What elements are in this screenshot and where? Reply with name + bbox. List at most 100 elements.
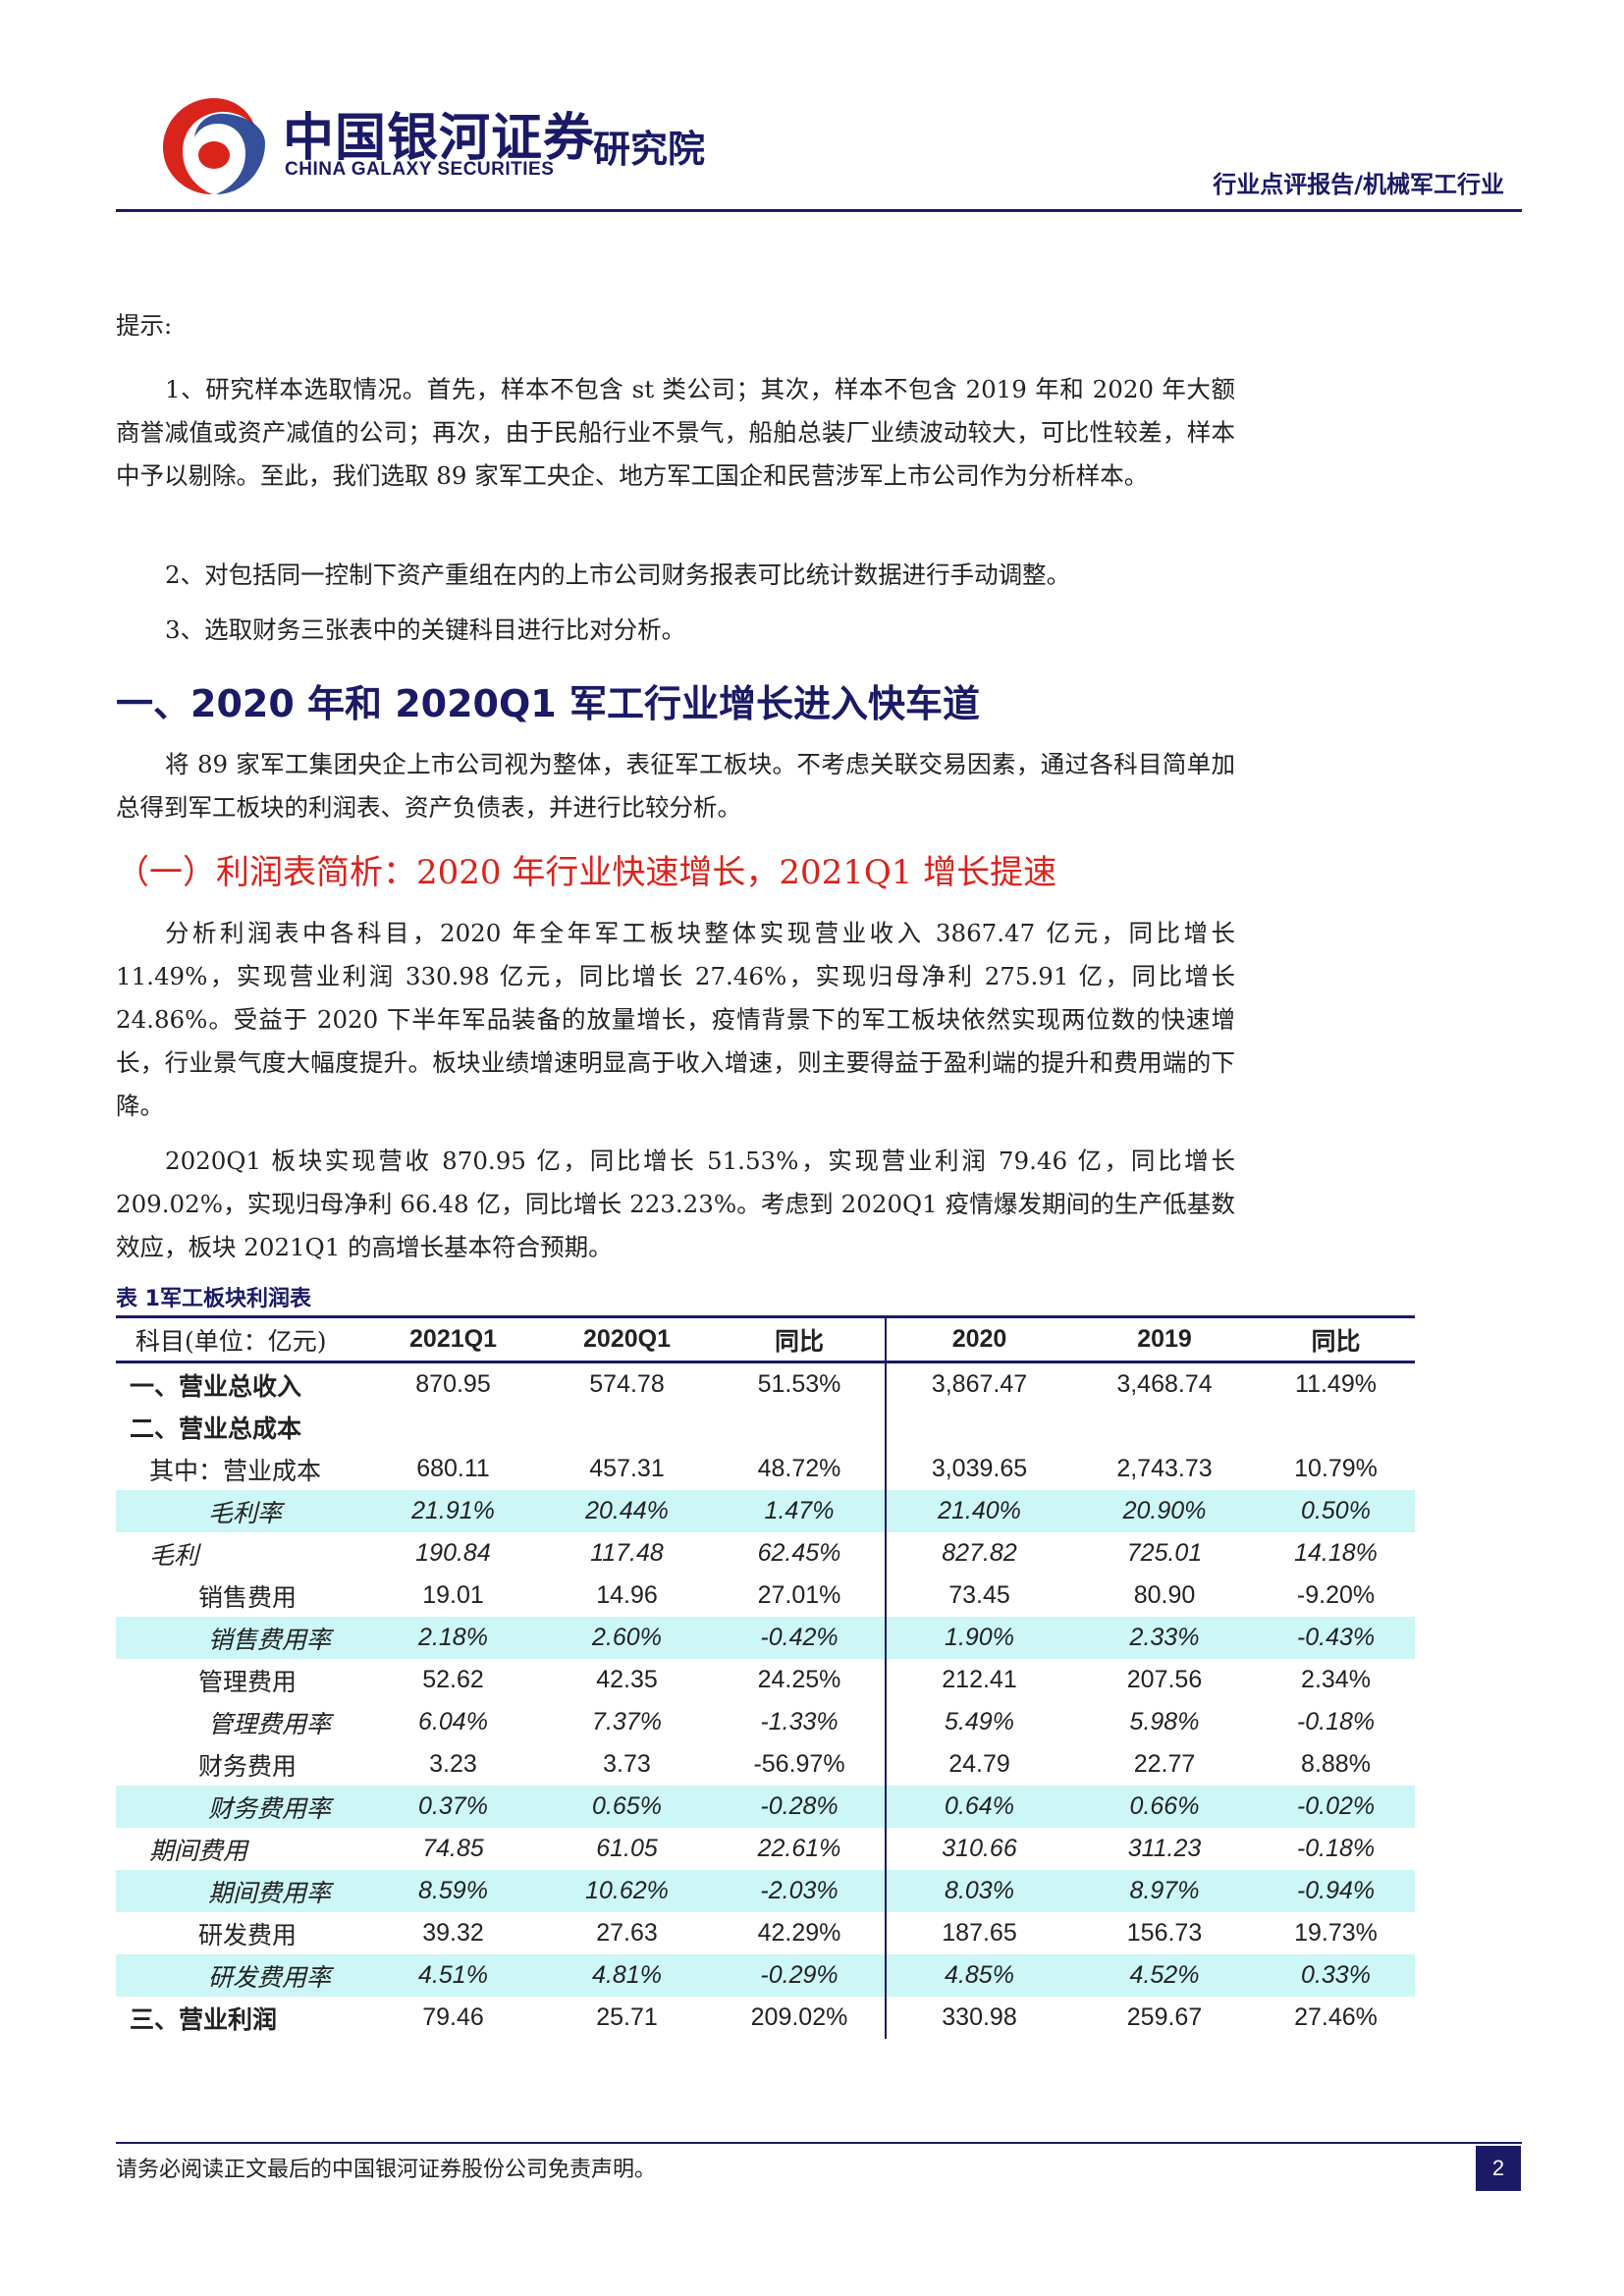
table-cell: 19.01	[422, 1581, 484, 1609]
table-row: 研发费用 39.32 27.63 42.29% 187.65 156.73 19.73%	[116, 1912, 1415, 1954]
table-cell: 827.82	[885, 1532, 1072, 1575]
analysis-paragraph-2: 2020Q1 板块实现营收 870.95 亿，同比增长 51.53%，实现营业利…	[116, 1147, 1235, 1261]
table-cell: 6.04%	[418, 1708, 488, 1735]
header-2020: 2020	[885, 1315, 1072, 1363]
table-cell: -0.94%	[1257, 1870, 1415, 1912]
table-row: 毛利 190.84 117.48 62.45% 827.82 725.01 14.18%	[116, 1532, 1415, 1575]
row-label: 毛利率	[116, 1490, 366, 1532]
table-cell: 0.64%	[885, 1786, 1072, 1828]
table-cell: 8.97%	[1072, 1870, 1257, 1912]
table-cell: 457.31	[589, 1455, 665, 1482]
table-row: 二、营业总成本	[116, 1406, 1415, 1448]
row-label: 一、营业总收入	[130, 1371, 302, 1401]
table-cell: 22.61%	[757, 1835, 841, 1862]
table-cell	[366, 1406, 540, 1448]
header-yoy-annual: 同比	[1257, 1315, 1415, 1363]
table-cell: 42.35	[596, 1666, 658, 1693]
table-row: 一、营业总收入 870.95 574.78 51.53% 3,867.47 3,468.7…	[116, 1362, 1415, 1406]
table-row: 期间费用 74.85 61.05 22.61% 310.66 311.23 -0.18%	[116, 1828, 1415, 1870]
subsection-heading: （一）利润表简析：2020 年行业快速增长，2021Q1 增长提速	[116, 853, 1057, 892]
row-label: 期间费用率	[116, 1870, 366, 1912]
table-cell: 2.34%	[1301, 1666, 1371, 1693]
table-cell: 187.65	[885, 1912, 1072, 1954]
table-cell: 8.88%	[1301, 1750, 1371, 1778]
table-cell: 3,039.65	[885, 1448, 1072, 1490]
table-cell: 0.33%	[1257, 1954, 1415, 1997]
table-cell: 574.78	[589, 1370, 665, 1398]
header-divider	[116, 209, 1522, 212]
table-cell: 680.11	[416, 1455, 490, 1482]
table-cell: 27.01%	[757, 1581, 841, 1609]
table-cell: 14.96	[596, 1581, 658, 1609]
table-cell: 52.62	[422, 1666, 484, 1693]
table-cell: 10.79%	[1294, 1455, 1378, 1482]
table-cell: -0.28%	[714, 1786, 886, 1828]
table-cell: 25.71	[596, 2003, 658, 2031]
table-caption: 表 1军工板块利润表	[116, 1287, 311, 1311]
table-cell: 73.45	[885, 1575, 1072, 1617]
row-label: 毛利	[149, 1540, 199, 1570]
report-type: 行业点评报告/机械军工行业	[1213, 171, 1504, 198]
table-cell: 51.53%	[757, 1370, 841, 1398]
table-cell: -1.33%	[760, 1708, 839, 1735]
table-cell: 870.95	[415, 1370, 491, 1398]
table-cell: 48.72%	[757, 1455, 841, 1482]
table-cell: 80.90	[1133, 1581, 1196, 1609]
table-cell: -0.18%	[1296, 1708, 1376, 1735]
income-statement-table: 科目(单位：亿元) 2021Q1 2020Q1 同比 2020 2019 同比 …	[116, 1315, 1415, 2039]
row-label: 财务费用率	[116, 1786, 366, 1828]
table-row: 三、营业利润 79.46 25.71 209.02% 330.98 259.67 27.46…	[116, 1997, 1415, 2039]
table-cell: 8.59%	[366, 1870, 540, 1912]
galaxy-logo-icon	[163, 98, 265, 194]
table-cell: -0.29%	[714, 1954, 886, 1997]
table-cell: 10.62%	[540, 1870, 714, 1912]
table-row: 销售费用率 2.18% 2.60% -0.42% 1.90% 2.33% -0.43%	[116, 1617, 1415, 1659]
table-cell: 61.05	[596, 1835, 658, 1862]
table-cell: -9.20%	[1296, 1581, 1376, 1609]
table-cell: 4.51%	[366, 1954, 540, 1997]
row-label: 管理费用率	[208, 1709, 332, 1738]
table-cell: 330.98	[885, 1997, 1072, 2039]
table-header-row: 科目(单位：亿元) 2021Q1 2020Q1 同比 2020 2019 同比	[116, 1315, 1415, 1363]
row-label: 财务费用	[198, 1751, 298, 1781]
table-cell: 3.23	[429, 1750, 477, 1778]
table-cell: 117.48	[590, 1539, 664, 1567]
table-cell: 212.41	[885, 1659, 1072, 1701]
table-cell	[714, 1406, 886, 1448]
table-cell: 8.03%	[885, 1870, 1072, 1912]
notes-item-3: 3、选取财务三张表中的关键科目进行比对分析。	[165, 615, 686, 644]
table-cell: 2.60%	[540, 1617, 714, 1659]
table-cell	[1257, 1406, 1415, 1448]
notes-title: 提示:	[116, 311, 173, 340]
table-row: 期间费用率 8.59% 10.62% -2.03% 8.03% 8.97% -0.94%	[116, 1870, 1415, 1912]
row-label: 三、营业利润	[130, 2004, 278, 2034]
analysis-paragraph-1: 分析利润表中各科目，2020 年全年军工板块整体实现营业收入 3867.47 亿…	[116, 919, 1235, 1120]
table-cell: 79.46	[422, 2003, 484, 2031]
header-yoy-q1: 同比	[714, 1315, 886, 1363]
notes-item-2: 2、对包括同一控制下资产重组在内的上市公司财务报表可比统计数据进行手动调整。	[165, 561, 1071, 589]
table-cell: 0.66%	[1072, 1786, 1257, 1828]
table-cell: 725.01	[1126, 1539, 1203, 1567]
table-cell: 5.49%	[885, 1701, 1072, 1743]
table-cell: 42.29%	[757, 1919, 841, 1947]
table-cell: 39.32	[422, 1919, 484, 1947]
table-cell: -0.42%	[714, 1617, 886, 1659]
brand-name-en: CHINA GALAXY SECURITIES	[285, 159, 555, 180]
row-label: 管理费用	[198, 1667, 298, 1696]
table-cell: 5.98%	[1129, 1708, 1200, 1735]
header-2019: 2019	[1072, 1315, 1257, 1363]
table-cell: 259.67	[1126, 2003, 1203, 2031]
row-label: 二、营业总成本	[130, 1414, 302, 1443]
table-cell: 11.49%	[1295, 1370, 1377, 1398]
table-cell: 4.85%	[885, 1954, 1072, 1997]
table-cell: 20.44%	[540, 1490, 714, 1532]
table-cell: 19.73%	[1294, 1919, 1378, 1947]
table-cell: 27.63	[596, 1919, 658, 1947]
row-label: 研发费用率	[116, 1954, 366, 1997]
table-row: 管理费用率 6.04% 7.37% -1.33% 5.49% 5.98% -0.18%	[116, 1701, 1415, 1743]
footer-divider	[116, 2142, 1522, 2144]
table-cell: 310.66	[885, 1828, 1072, 1870]
table-cell: 3,468.74	[1116, 1370, 1213, 1398]
table-cell: 156.73	[1126, 1919, 1203, 1947]
table-cell: 24.25%	[757, 1666, 841, 1693]
